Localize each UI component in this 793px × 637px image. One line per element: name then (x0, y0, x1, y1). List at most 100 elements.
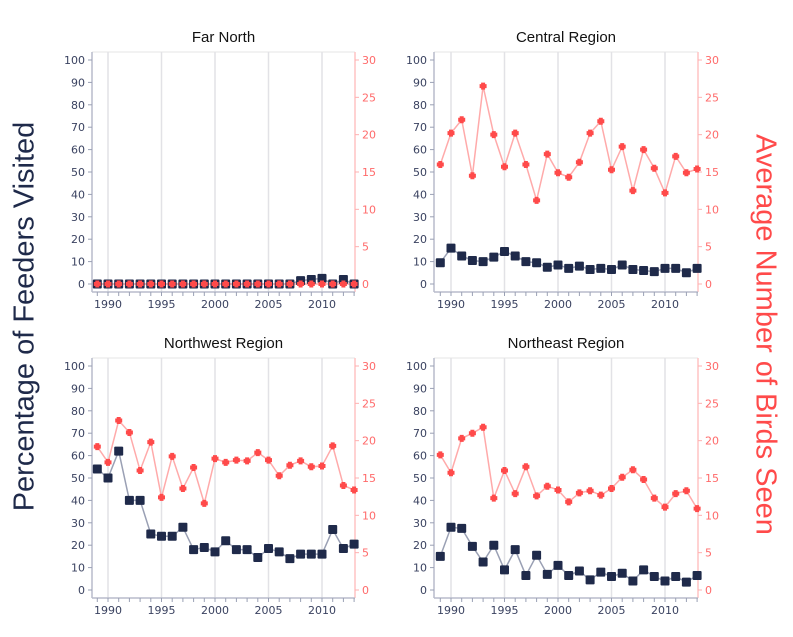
birds-point (608, 484, 615, 492)
right-y-tick-label: 0 (362, 278, 369, 291)
left-y-tick-label: 70 (413, 427, 427, 440)
left-y-tick-label: 50 (413, 166, 427, 179)
x-tick-label: 1990 (94, 604, 122, 617)
x-tick-label: 2000 (201, 298, 229, 311)
birds-point (286, 461, 294, 469)
left-y-tick-label: 80 (413, 99, 427, 112)
birds-point (190, 280, 198, 288)
percent-point (253, 553, 263, 563)
birds-point (436, 451, 444, 459)
birds-point (136, 467, 144, 475)
birds-point (179, 280, 187, 288)
left-y-tick-label: 60 (71, 144, 85, 157)
birds-point (179, 484, 187, 492)
percent-point (553, 260, 563, 270)
birds-point (158, 280, 165, 288)
x-tick-label: 2010 (651, 298, 679, 311)
birds-point (286, 280, 294, 288)
percent-point (574, 566, 584, 576)
right-y-tick-label: 10 (705, 509, 719, 522)
x-tick-label: 2005 (255, 298, 283, 311)
percent-point (564, 570, 574, 580)
birds-point (243, 280, 251, 288)
percent-point (178, 522, 188, 532)
percent-point (649, 267, 659, 277)
percent-point (467, 541, 477, 551)
birds-point (597, 117, 605, 125)
percent-point (542, 569, 552, 579)
birds-point (125, 428, 133, 436)
birds-point (115, 280, 123, 288)
birds-point (565, 173, 573, 181)
percent-point (660, 576, 670, 586)
percent-point (446, 522, 456, 532)
percent-point (317, 273, 327, 283)
birds-point (522, 161, 530, 169)
left-y-tick-label: 10 (413, 562, 427, 575)
birds-point (650, 164, 658, 172)
left-y-tick-label: 30 (71, 211, 85, 224)
birds-point (307, 280, 315, 288)
left-y-tick-label: 80 (413, 405, 427, 418)
percent-point (328, 525, 338, 535)
percent-point (510, 251, 520, 261)
birds-point (479, 423, 487, 431)
left-y-tick-label: 40 (71, 188, 85, 201)
percent-point (692, 263, 702, 273)
percent-point (446, 243, 456, 253)
x-tick-label: 1995 (491, 298, 519, 311)
x-tick-label: 2000 (544, 298, 572, 311)
birds-point (490, 131, 498, 139)
percent-point (521, 257, 531, 267)
left-y-tick-label: 0 (420, 584, 427, 597)
left-y-tick-label: 60 (413, 144, 427, 157)
birds-point (597, 491, 605, 499)
x-tick-label: 1990 (437, 604, 465, 617)
birds-point (222, 280, 230, 288)
percent-point (660, 263, 670, 273)
birds-point (243, 457, 251, 465)
percent-point (338, 544, 348, 554)
percent-point (585, 264, 595, 274)
birds-point (158, 493, 165, 501)
birds-point (265, 456, 272, 464)
birds-point (104, 280, 112, 288)
percent-point (671, 263, 681, 273)
percent-point (521, 570, 531, 580)
birds-point (168, 280, 176, 288)
left-y-tick-label: 100 (64, 54, 85, 67)
birds-point (533, 492, 541, 500)
percent-point (338, 275, 348, 285)
birds-point (618, 143, 626, 151)
percent-point (189, 545, 199, 555)
right-y-tick-label: 30 (362, 360, 376, 373)
percent-point (489, 540, 499, 550)
birds-point (629, 466, 637, 474)
right-y-tick-label: 5 (362, 241, 369, 254)
left-y-tick-label: 70 (413, 121, 427, 134)
x-tick-label: 2005 (598, 604, 626, 617)
left-y-tick-label: 100 (406, 360, 427, 373)
percent-point (585, 575, 595, 585)
percent-point (692, 570, 702, 580)
birds-point (640, 146, 648, 154)
birds-point (458, 434, 466, 442)
x-tick-label: 1995 (148, 298, 176, 311)
percent-point (639, 565, 649, 575)
left-y-tick-label: 80 (71, 99, 85, 112)
right-y-tick-label: 10 (705, 203, 719, 216)
percent-point (285, 554, 295, 564)
left-y-tick-label: 90 (71, 382, 85, 395)
birds-point (447, 129, 455, 137)
birds-point (565, 498, 573, 506)
birds-point (661, 189, 669, 197)
panel-title: Northwest Region (164, 335, 283, 352)
birds-point (575, 489, 583, 497)
left-y-tick-label: 90 (71, 76, 85, 89)
x-tick-label: 1995 (491, 604, 519, 617)
right-y-tick-label: 15 (705, 166, 719, 179)
left-y-tick-label: 40 (413, 188, 427, 201)
percent-point (564, 263, 574, 273)
left-y-tick-label: 10 (71, 256, 85, 269)
left-y-tick-label: 20 (71, 233, 85, 246)
